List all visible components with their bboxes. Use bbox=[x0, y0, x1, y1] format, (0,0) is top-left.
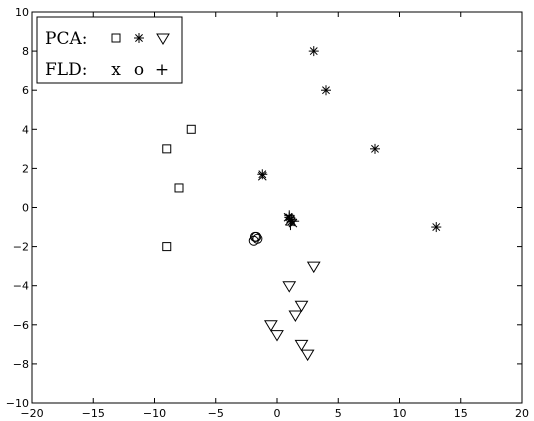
legend-symbols: x o + bbox=[111, 33, 170, 80]
data-point-plus bbox=[285, 220, 296, 231]
y-tick-label: 2 bbox=[22, 162, 29, 175]
data-point-triangle-down bbox=[288, 310, 303, 322]
data-point-x bbox=[257, 171, 267, 181]
legend-symbol-triangle-down bbox=[156, 33, 170, 45]
y-tick-label: 0 bbox=[22, 202, 29, 215]
legend-symbol-asterisk bbox=[134, 33, 144, 43]
data-point-asterisk bbox=[321, 85, 331, 96]
legend-symbol-square bbox=[111, 33, 121, 43]
y-tick-label: −2 bbox=[13, 241, 29, 254]
data-point-triangle-down bbox=[294, 339, 309, 352]
y-tick-label: 10 bbox=[15, 6, 29, 19]
y-tick-label: −6 bbox=[13, 319, 29, 332]
data-point-square bbox=[162, 242, 172, 252]
data-point-triangle-down bbox=[270, 330, 284, 342]
data-point-asterisk bbox=[308, 46, 319, 57]
legend-label-pca: PCA: bbox=[45, 29, 87, 49]
data-point-triangle-down bbox=[263, 320, 278, 332]
legend-symbol-fld: o bbox=[134, 60, 144, 80]
x-tick-label: −20 bbox=[20, 407, 43, 420]
y-tick-label: −4 bbox=[13, 280, 29, 293]
legend-label-fld: FLD: bbox=[45, 60, 87, 80]
data-point-square bbox=[174, 183, 184, 193]
data-point-triangle-down bbox=[300, 349, 315, 362]
data-point-asterisk bbox=[257, 169, 268, 180]
data-point-square bbox=[186, 124, 196, 134]
legend: PCA: FLD: x o + bbox=[36, 16, 183, 84]
data-point-triangle-down bbox=[294, 300, 309, 313]
y-tick-label: −8 bbox=[13, 358, 29, 371]
x-tick-label: 10 bbox=[393, 407, 407, 420]
x-tick-label: −10 bbox=[143, 407, 166, 420]
x-tick-label: 0 bbox=[274, 407, 281, 420]
x-tick-label: −15 bbox=[82, 407, 105, 420]
data-point-o bbox=[251, 231, 262, 242]
y-tick-label: 8 bbox=[22, 45, 29, 58]
data-point-asterisk bbox=[431, 222, 442, 233]
x-tick-label: 20 bbox=[515, 407, 529, 420]
x-tick-label: 5 bbox=[335, 407, 342, 420]
y-tick-label: 6 bbox=[22, 84, 29, 97]
data-point-triangle-down bbox=[306, 261, 321, 274]
legend-symbol-fld: x bbox=[111, 60, 121, 80]
x-tick-label: 15 bbox=[454, 407, 468, 420]
data-point-square bbox=[162, 144, 172, 154]
data-markers bbox=[162, 46, 442, 362]
data-point-plus bbox=[284, 210, 295, 221]
legend-symbol-fld: + bbox=[155, 60, 169, 80]
data-point-triangle-down bbox=[282, 281, 297, 293]
data-point-asterisk bbox=[370, 143, 380, 154]
data-point-plus bbox=[286, 214, 297, 225]
y-tick-label: −10 bbox=[6, 397, 29, 410]
axis-ticks bbox=[31, 11, 523, 404]
y-tick-label: 4 bbox=[22, 123, 29, 136]
x-tick-label: −5 bbox=[208, 407, 224, 420]
legend-box bbox=[36, 16, 183, 84]
